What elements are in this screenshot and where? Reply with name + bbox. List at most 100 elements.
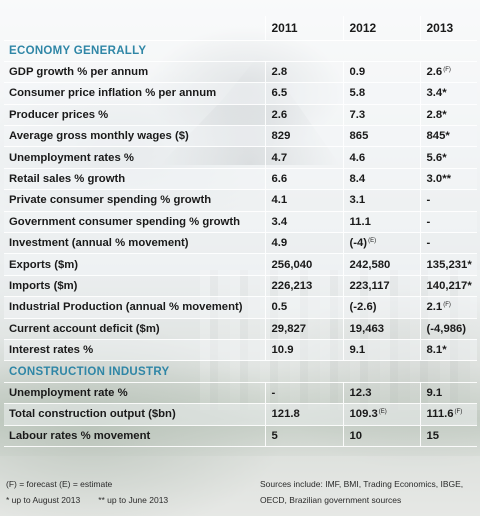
value-2012: 865 xyxy=(342,125,420,148)
value-2011-text: - xyxy=(271,386,276,399)
value-2012-text: 9.1 xyxy=(349,344,366,357)
value-2011: 0.5 xyxy=(264,296,343,319)
value-2011-text: 256,040 xyxy=(271,258,313,271)
footnote-marker: (F) xyxy=(443,302,451,309)
value-2013-text: 135,231* xyxy=(426,258,472,271)
value-2012-text: 242,580 xyxy=(349,258,391,271)
value-2011-text: 29,827 xyxy=(271,322,307,335)
value-2013-text: 8.1* xyxy=(426,344,447,357)
value-2011: 4.9 xyxy=(264,232,343,255)
value-2013-text: 845* xyxy=(426,130,450,143)
value-2011-text: 5 xyxy=(271,429,278,442)
value-2011: 10.9 xyxy=(264,339,343,362)
value-2013: 111.6(F) xyxy=(419,403,477,426)
value-2012: 223,117 xyxy=(342,275,420,298)
value-2013: 2.6(F) xyxy=(419,61,477,84)
value-2011-text: 2.6 xyxy=(271,108,288,121)
value-2013: 15 xyxy=(419,425,477,447)
row-label: Government consumer spending % growth xyxy=(4,211,265,234)
value-2013: 2.8* xyxy=(419,104,477,127)
table-row: Exports ($m) 256,040 242,580 135,231* xyxy=(4,253,477,276)
value-2012: 7.3 xyxy=(342,104,420,127)
value-2012-text: (-4) xyxy=(349,237,368,250)
value-2012: 11.1 xyxy=(342,211,420,234)
table-row: Average gross monthly wages ($) 829 865 845… xyxy=(4,125,477,148)
row-label: Exports ($m) xyxy=(4,253,265,276)
value-2013: 3.0** xyxy=(419,168,477,191)
value-2011-text: 4.7 xyxy=(271,151,288,164)
section-row-construction: CONSTRUCTION INDUSTRY xyxy=(4,360,477,383)
value-2012-text: 109.3 xyxy=(349,408,378,421)
value-2011: 6.6 xyxy=(264,168,343,191)
header-blank xyxy=(4,16,265,41)
value-2013-text: 140,217* xyxy=(426,279,472,292)
row-label: Current account deficit ($m) xyxy=(4,318,265,340)
column-header-2011: 2011 xyxy=(264,16,343,41)
value-2011-text: 4.9 xyxy=(271,237,288,250)
row-label-text: Government consumer spending % growth xyxy=(9,215,240,228)
value-2013-text: 3.0** xyxy=(426,173,452,186)
footer-notes: (F) = forecast (E) = estimate * up to Au… xyxy=(0,476,480,516)
table-row: Unemployment rates % 4.7 4.6 5.6* xyxy=(4,146,477,169)
value-2011: 3.4 xyxy=(264,211,343,234)
value-2012: 19,463 xyxy=(342,318,420,340)
value-2011: 4.1 xyxy=(264,189,343,212)
value-2011-text: 10.9 xyxy=(271,344,294,357)
footnote-marker: (F) xyxy=(454,409,463,416)
value-2012-text: 5.8 xyxy=(349,87,366,100)
value-2011: 121.8 xyxy=(264,403,343,426)
value-2013: - xyxy=(419,232,477,255)
row-label: Producer prices % xyxy=(4,104,265,127)
value-2012-text: 10 xyxy=(349,429,363,442)
row-label-text: Producer prices % xyxy=(9,108,109,121)
value-2011: 2.6 xyxy=(264,104,343,127)
value-2012: 8.4 xyxy=(342,168,420,191)
row-label-text: Average gross monthly wages ($) xyxy=(9,130,189,143)
value-2013-text: 2.6 xyxy=(426,66,443,79)
row-label-text: Investment (annual % movement) xyxy=(9,237,189,250)
value-2011-text: 6.5 xyxy=(271,87,288,100)
column-header-2012: 2012 xyxy=(342,16,420,41)
value-2011-text: 3.4 xyxy=(271,215,288,228)
value-2011: - xyxy=(264,382,343,405)
footnote-marker: (F) xyxy=(443,67,451,74)
value-2012: 109.3(E) xyxy=(342,403,420,426)
section-title-economy: ECONOMY GENERALLY xyxy=(4,40,477,62)
footnote-marker: (E) xyxy=(368,238,377,245)
row-label: Interest rates % xyxy=(4,339,265,362)
row-label: Investment (annual % movement) xyxy=(4,232,265,255)
row-label-text: Private consumer spending % growth xyxy=(9,194,212,207)
header-row: 2011 2012 2013 xyxy=(4,16,477,41)
row-label: Unemployment rates % xyxy=(4,146,265,169)
value-2012-text: 8.4 xyxy=(349,173,366,186)
value-2012: 12.3 xyxy=(342,382,420,405)
table-row: Total construction output ($bn) 121.8 109.… xyxy=(4,403,477,426)
row-label: Imports ($m) xyxy=(4,275,265,298)
value-2012-text: 4.6 xyxy=(349,151,366,164)
table-row: Retail sales % growth 6.6 8.4 3.0** xyxy=(4,168,477,191)
value-2011: 226,213 xyxy=(264,275,343,298)
value-2013: 845* xyxy=(419,125,477,148)
value-2012-text: 865 xyxy=(349,130,369,143)
value-2013: 9.1 xyxy=(419,382,477,405)
value-2013: 5.6* xyxy=(419,146,477,169)
value-2013: (-4,986) xyxy=(419,318,477,340)
legend-august: * up to August 2013 xyxy=(6,495,81,505)
value-2013-text: 2.1 xyxy=(426,301,443,314)
row-label-text: Interest rates % xyxy=(9,344,94,357)
value-2011: 829 xyxy=(264,125,343,148)
table-row: Interest rates % 10.9 9.1 8.1* xyxy=(4,339,477,362)
table-row: Private consumer spending % growth 4.1 3.1… xyxy=(4,189,477,212)
table-row: Consumer price inflation % per annum 6.5 5… xyxy=(4,82,477,105)
row-label-text: Exports ($m) xyxy=(9,258,79,271)
value-2012-text: 19,463 xyxy=(349,322,385,335)
value-2012-text: 7.3 xyxy=(349,108,366,121)
value-2011-text: 0.5 xyxy=(271,301,288,314)
value-2011: 6.5 xyxy=(264,82,343,105)
column-header-2013: 2013 xyxy=(419,16,477,41)
row-label: GDP growth % per annum xyxy=(4,61,265,84)
value-2013: 8.1* xyxy=(419,339,477,362)
row-label-text: Consumer price inflation % per annum xyxy=(9,87,217,100)
value-2013-text: 15 xyxy=(426,429,440,442)
legend-forecast-estimate: (F) = forecast (E) = estimate xyxy=(6,479,113,489)
